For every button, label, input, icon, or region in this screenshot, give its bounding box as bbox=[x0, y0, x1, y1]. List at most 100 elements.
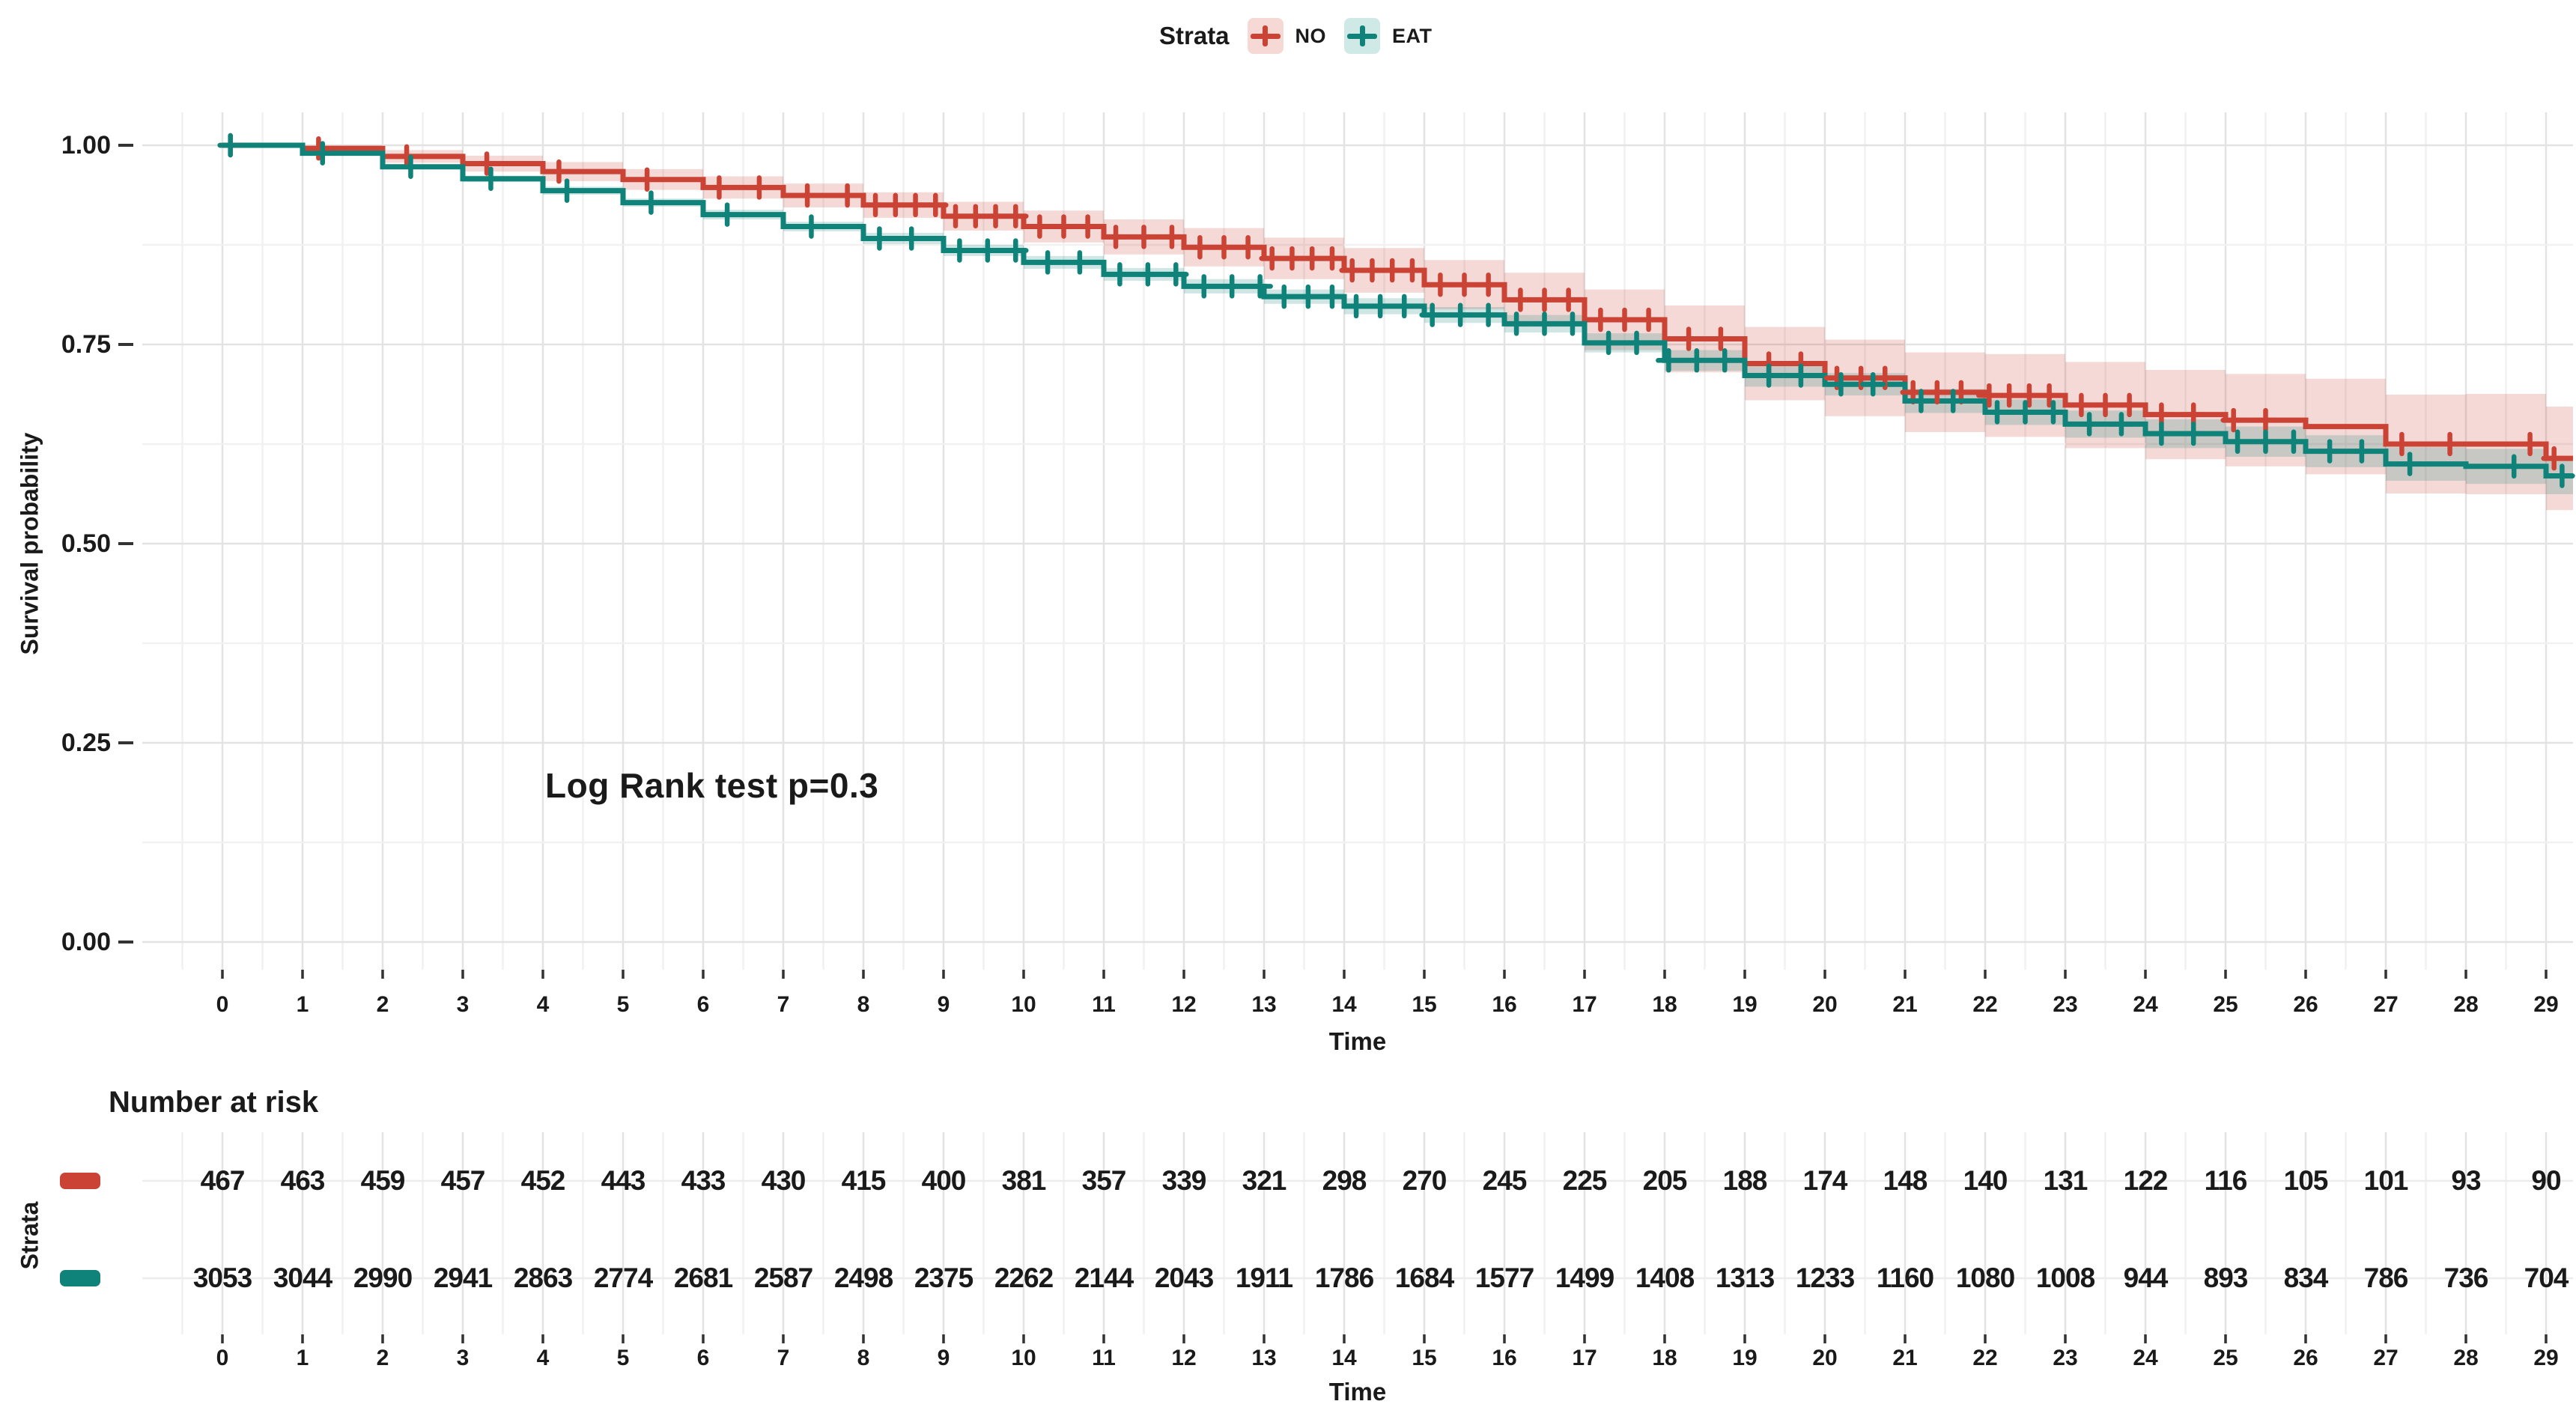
x-tick-label: 1 bbox=[296, 992, 309, 1017]
survival-curve-eat bbox=[222, 142, 2573, 479]
risk-x-tick-label: 4 bbox=[536, 1346, 550, 1370]
risk-x-tick-label: 11 bbox=[1092, 1346, 1116, 1370]
y-tick-label: 0.25 bbox=[61, 729, 111, 757]
x-tick-label: 2 bbox=[376, 992, 389, 1017]
x-tick-label: 9 bbox=[937, 992, 950, 1017]
x-tick-label: 14 bbox=[1331, 992, 1357, 1017]
x-tick-label: 16 bbox=[1492, 992, 1517, 1017]
x-tick-label: 5 bbox=[616, 992, 630, 1017]
risk-count-no: 433 bbox=[681, 1165, 726, 1196]
x-tick-label: 11 bbox=[1092, 992, 1116, 1017]
risk-count-eat: 893 bbox=[2203, 1262, 2249, 1293]
risk-count-eat: 2262 bbox=[994, 1262, 1054, 1293]
risk-count-eat: 3044 bbox=[273, 1262, 332, 1293]
risk-x-tick-label: 7 bbox=[777, 1346, 790, 1370]
risk-x-tick-label: 24 bbox=[2133, 1346, 2158, 1370]
risk-count-eat: 2375 bbox=[914, 1262, 973, 1293]
risk-x-tick-label: 25 bbox=[2213, 1346, 2238, 1370]
risk-count-eat: 1408 bbox=[1635, 1262, 1695, 1293]
risk-x-tick-label: 19 bbox=[1732, 1346, 1758, 1370]
x-tick-label: 27 bbox=[2373, 992, 2399, 1017]
risk-count-eat: 944 bbox=[2123, 1262, 2169, 1293]
risk-count-eat: 2941 bbox=[433, 1262, 493, 1293]
risk-x-tick-label: 17 bbox=[1572, 1346, 1597, 1370]
x-tick-label: 7 bbox=[777, 992, 790, 1017]
risk-count-no: 148 bbox=[1883, 1165, 1928, 1196]
risk-count-eat: 2774 bbox=[593, 1262, 653, 1293]
y-tick-label: 0.75 bbox=[61, 330, 111, 359]
risk-count-eat: 1160 bbox=[1876, 1262, 1934, 1293]
risk-count-no: 357 bbox=[1081, 1165, 1127, 1196]
risk-x-tick-label: 28 bbox=[2453, 1346, 2479, 1370]
log-rank-annotation: Log Rank test p=0.3 bbox=[545, 766, 879, 805]
y-tick-label: 0.00 bbox=[61, 928, 111, 956]
risk-count-eat: 1911 bbox=[1235, 1262, 1293, 1293]
risk-count-no: 467 bbox=[200, 1165, 246, 1196]
risk-count-eat: 1499 bbox=[1555, 1262, 1614, 1293]
risk-key-no bbox=[60, 1173, 100, 1189]
risk-count-eat: 704 bbox=[2524, 1262, 2569, 1293]
risk-x-tick-label: 1 bbox=[296, 1346, 309, 1370]
risk-x-tick-label: 5 bbox=[616, 1346, 630, 1370]
risk-x-tick-label: 6 bbox=[696, 1346, 710, 1370]
risk-count-eat: 1080 bbox=[1955, 1262, 2015, 1293]
risk-count-no: 381 bbox=[1001, 1165, 1047, 1196]
legend-title: Strata bbox=[1159, 22, 1230, 49]
x-tick-label: 23 bbox=[2053, 992, 2078, 1017]
risk-count-no: 225 bbox=[1562, 1165, 1608, 1196]
risk-count-no: 93 bbox=[2451, 1165, 2481, 1196]
risk-count-eat: 1313 bbox=[1715, 1262, 1775, 1293]
risk-x-tick-label: 20 bbox=[1812, 1346, 1838, 1370]
risk-count-eat: 1684 bbox=[1394, 1262, 1454, 1293]
legend-label-no: NO bbox=[1295, 24, 1327, 47]
x-tick-label: 21 bbox=[1892, 992, 1918, 1017]
risk-count-no: 298 bbox=[1322, 1165, 1367, 1196]
risk-x-tick-label: 18 bbox=[1652, 1346, 1677, 1370]
risk-count-no: 430 bbox=[761, 1165, 806, 1196]
y-tick-label: 0.50 bbox=[61, 529, 111, 558]
x-tick-label: 13 bbox=[1251, 992, 1277, 1017]
x-tick-label: 20 bbox=[1812, 992, 1838, 1017]
risk-count-eat: 1008 bbox=[2035, 1262, 2095, 1293]
risk-x-tick-label: 15 bbox=[1412, 1346, 1437, 1370]
risk-x-tick-label: 0 bbox=[216, 1346, 229, 1370]
risk-count-no: 90 bbox=[2531, 1165, 2561, 1196]
risk-count-eat: 2498 bbox=[833, 1262, 893, 1293]
x-tick-label: 18 bbox=[1652, 992, 1677, 1017]
risk-key-eat bbox=[60, 1270, 100, 1286]
y-tick-label: 1.00 bbox=[61, 131, 111, 159]
risk-count-no: 140 bbox=[1963, 1165, 2008, 1196]
risk-count-eat: 1786 bbox=[1314, 1262, 1374, 1293]
x-axis-title: Time bbox=[1328, 1027, 1387, 1055]
risk-x-tick-label: 26 bbox=[2293, 1346, 2318, 1370]
risk-count-no: 174 bbox=[1802, 1165, 1848, 1196]
risk-count-no: 459 bbox=[360, 1165, 406, 1196]
risk-count-no: 205 bbox=[1642, 1165, 1688, 1196]
risk-x-tick-label: 21 bbox=[1892, 1346, 1918, 1370]
risk-count-no: 321 bbox=[1242, 1165, 1287, 1196]
risk-count-eat: 1577 bbox=[1474, 1262, 1534, 1293]
x-tick-label: 26 bbox=[2293, 992, 2318, 1017]
legend-item-eat: EAT bbox=[1344, 18, 1433, 54]
risk-count-eat: 3053 bbox=[192, 1262, 252, 1293]
plus-icon bbox=[1359, 25, 1365, 46]
legend: Strata NO EAT bbox=[1159, 12, 1433, 60]
risk-count-no: 245 bbox=[1482, 1165, 1528, 1196]
x-tick-label: 22 bbox=[1972, 992, 1998, 1017]
risk-count-no: 400 bbox=[921, 1165, 967, 1196]
x-tick-label: 24 bbox=[2133, 992, 2158, 1017]
risk-count-no: 270 bbox=[1402, 1165, 1448, 1196]
risk-count-no: 457 bbox=[440, 1165, 486, 1196]
risk-count-eat: 2863 bbox=[513, 1262, 573, 1293]
x-tick-label: 6 bbox=[696, 992, 710, 1017]
risk-count-no: 188 bbox=[1722, 1165, 1768, 1196]
risk-count-eat: 786 bbox=[2363, 1262, 2409, 1293]
risk-count-eat: 2681 bbox=[673, 1262, 733, 1293]
risk-count-no: 131 bbox=[2043, 1165, 2089, 1196]
risk-x-tick-label: 14 bbox=[1331, 1346, 1357, 1370]
risk-x-tick-label: 22 bbox=[1972, 1346, 1998, 1370]
plus-icon bbox=[1263, 25, 1269, 46]
risk-count-no: 339 bbox=[1161, 1165, 1207, 1196]
eat-curve-key-icon bbox=[1344, 18, 1381, 54]
